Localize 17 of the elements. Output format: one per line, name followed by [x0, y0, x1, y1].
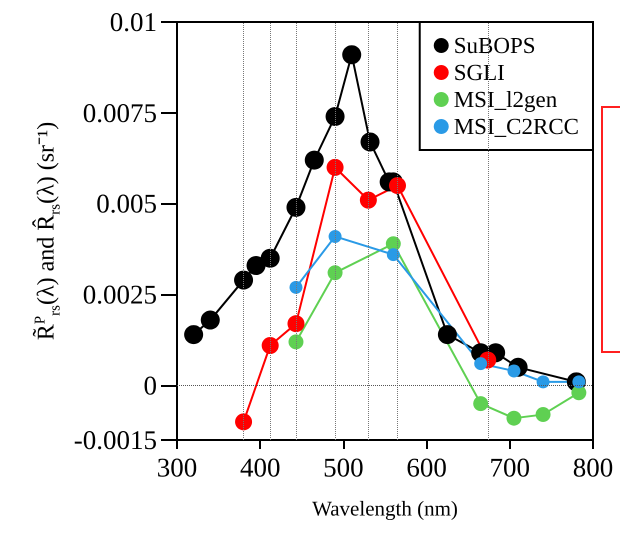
x-tick-label: 300	[156, 452, 198, 482]
y-tick-label: -0.0015	[74, 425, 157, 455]
x-tick-label: 800	[572, 452, 614, 482]
x-tick-label: 500	[323, 452, 364, 482]
x-tick-label: 700	[490, 452, 530, 482]
legend-label: MSI_C2RCC	[454, 114, 579, 139]
y-tick-label: 0.0025	[82, 280, 157, 310]
legend-label: MSI_l2gen	[454, 87, 558, 112]
x-tick-label: 600	[406, 452, 447, 482]
x-axis-title: Wavelength (nm)	[312, 496, 458, 520]
x-tick-label: 400	[240, 452, 280, 482]
y-tick-label: 0.01	[110, 7, 157, 37]
legend-label: SGLI	[454, 60, 505, 85]
y-tick-label: 0.005	[96, 188, 157, 219]
legend-label: SuBOPS	[454, 33, 536, 58]
y-tick-label: 0.0075	[82, 98, 157, 128]
y-tick-label: 0	[144, 370, 157, 400]
